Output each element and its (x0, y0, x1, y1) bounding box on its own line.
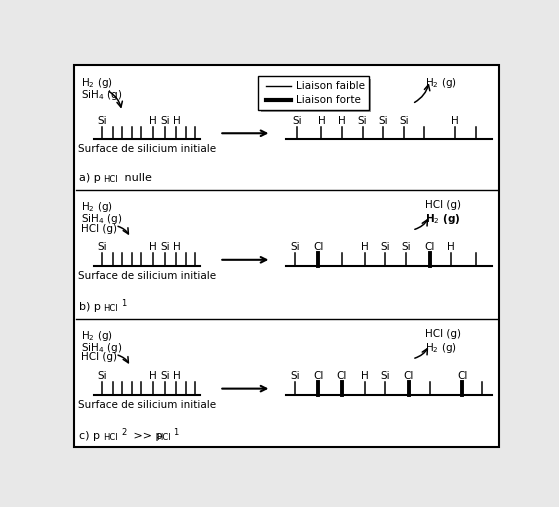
Text: Si: Si (358, 116, 367, 126)
Text: SiH$_4$ (g): SiH$_4$ (g) (80, 88, 122, 102)
Text: H$_2$ (g): H$_2$ (g) (425, 212, 461, 226)
Text: Cl: Cl (313, 371, 324, 381)
Text: H: H (447, 242, 455, 252)
Text: H: H (173, 371, 181, 381)
Text: Si: Si (97, 116, 107, 126)
Text: Liaison forte: Liaison forte (296, 95, 361, 105)
Text: H$_2$ (g): H$_2$ (g) (80, 200, 112, 214)
Text: >> p: >> p (130, 430, 162, 441)
Text: 1: 1 (173, 428, 178, 437)
Text: HCl: HCl (103, 175, 118, 184)
Text: H: H (173, 242, 181, 252)
Text: Surface de silicium initiale: Surface de silicium initiale (78, 400, 216, 410)
Text: HCl: HCl (155, 433, 170, 442)
Text: Si: Si (381, 371, 390, 381)
Text: Cl: Cl (424, 242, 435, 252)
Text: HCl (g): HCl (g) (80, 352, 117, 363)
Text: Cl: Cl (313, 242, 324, 252)
Text: H: H (149, 242, 157, 252)
Text: Si: Si (160, 116, 169, 126)
Text: Si: Si (401, 242, 411, 252)
Text: a) p: a) p (79, 173, 101, 183)
Text: Si: Si (97, 242, 107, 252)
Text: HCl (g): HCl (g) (80, 224, 117, 234)
Text: Si: Si (160, 371, 169, 381)
Text: H: H (149, 371, 157, 381)
Text: H: H (451, 116, 459, 126)
Text: H$_2$ (g): H$_2$ (g) (425, 341, 457, 355)
Text: Si: Si (290, 242, 300, 252)
Text: H: H (149, 116, 157, 126)
Text: HCl (g): HCl (g) (425, 329, 461, 339)
Text: Si: Si (292, 116, 302, 126)
Text: Cl: Cl (337, 371, 347, 381)
Text: SiH$_4$ (g): SiH$_4$ (g) (80, 341, 122, 355)
Text: Cl: Cl (457, 371, 468, 381)
Text: nulle: nulle (121, 173, 152, 183)
Text: SiH$_4$ (g): SiH$_4$ (g) (80, 212, 122, 226)
Text: H: H (318, 116, 325, 126)
Text: Liaison faible: Liaison faible (296, 82, 365, 91)
Text: H: H (338, 116, 346, 126)
Text: Surface de silicium initiale: Surface de silicium initiale (78, 144, 216, 154)
Text: Surface de silicium initiale: Surface de silicium initiale (78, 271, 216, 281)
Text: Si: Si (290, 371, 300, 381)
Text: HCl: HCl (103, 433, 118, 442)
Text: Si: Si (97, 371, 107, 381)
Text: 2: 2 (121, 428, 126, 437)
Text: Si: Si (399, 116, 409, 126)
Text: H$_2$ (g): H$_2$ (g) (425, 77, 457, 90)
Text: Si: Si (378, 116, 388, 126)
Text: HCl: HCl (103, 304, 118, 313)
Text: H: H (361, 242, 368, 252)
Text: H: H (361, 371, 368, 381)
Text: H$_2$ (g): H$_2$ (g) (80, 329, 112, 343)
Text: c) p: c) p (79, 430, 101, 441)
Text: Si: Si (160, 242, 169, 252)
Text: H: H (173, 116, 181, 126)
FancyBboxPatch shape (261, 79, 371, 112)
FancyBboxPatch shape (258, 77, 369, 110)
Text: b) p: b) p (79, 302, 101, 312)
Text: Si: Si (381, 242, 390, 252)
Text: 1: 1 (121, 299, 126, 308)
FancyBboxPatch shape (74, 65, 499, 447)
Text: Cl: Cl (404, 371, 414, 381)
Text: H$_2$ (g): H$_2$ (g) (80, 77, 112, 90)
Text: HCl (g): HCl (g) (425, 200, 461, 210)
